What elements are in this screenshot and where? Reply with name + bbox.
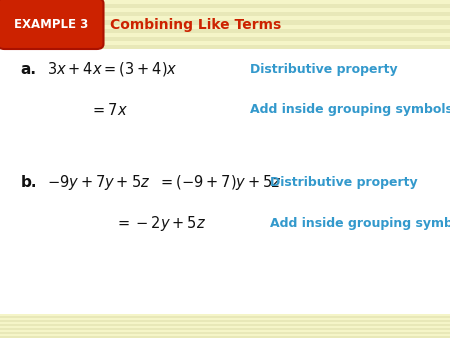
Text: $3x + 4x = (3 + 4)x$: $3x + 4x = (3 + 4)x$ (47, 60, 178, 78)
FancyBboxPatch shape (0, 314, 450, 338)
FancyBboxPatch shape (0, 0, 104, 49)
FancyBboxPatch shape (0, 37, 450, 41)
FancyBboxPatch shape (0, 320, 450, 322)
Text: $= 7x$: $= 7x$ (90, 102, 128, 118)
FancyBboxPatch shape (0, 45, 450, 49)
Text: Distributive property: Distributive property (250, 63, 397, 76)
FancyBboxPatch shape (0, 324, 450, 326)
FancyBboxPatch shape (0, 332, 450, 334)
Text: $-9y + 7y + 5z\ \ = (-9 + 7)y + 5z$: $-9y + 7y + 5z\ \ = (-9 + 7)y + 5z$ (47, 173, 282, 192)
Text: Add inside grouping symbols.: Add inside grouping symbols. (250, 103, 450, 116)
FancyBboxPatch shape (0, 336, 450, 338)
FancyBboxPatch shape (0, 20, 450, 25)
Text: EXAMPLE 3: EXAMPLE 3 (14, 18, 88, 31)
Text: Distributive property: Distributive property (270, 176, 418, 189)
Text: Add inside grouping symbols.: Add inside grouping symbols. (270, 217, 450, 230)
FancyBboxPatch shape (0, 4, 450, 8)
Text: Combining Like Terms: Combining Like Terms (110, 18, 282, 31)
Text: b.: b. (20, 175, 37, 190)
FancyBboxPatch shape (0, 316, 450, 318)
Text: $= -2y + 5z$: $= -2y + 5z$ (115, 214, 206, 233)
FancyBboxPatch shape (0, 29, 450, 33)
FancyBboxPatch shape (0, 328, 450, 330)
FancyBboxPatch shape (0, 12, 450, 16)
Text: a.: a. (20, 62, 36, 77)
FancyBboxPatch shape (0, 0, 450, 49)
